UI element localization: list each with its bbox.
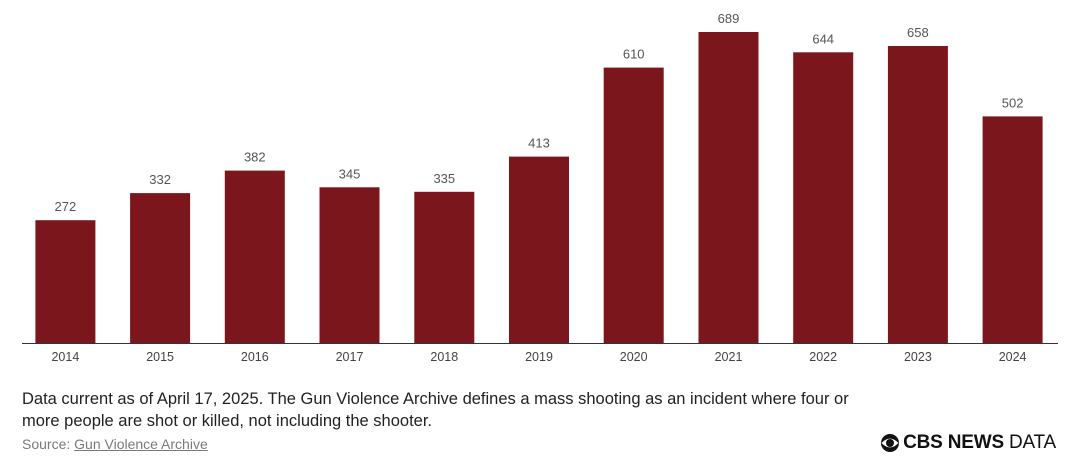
x-tick-label-2018: 2018 — [430, 350, 458, 364]
value-label-2022: 644 — [812, 31, 834, 46]
x-tick-label-2021: 2021 — [715, 350, 743, 364]
value-label-2023: 658 — [907, 25, 929, 40]
bar-2024 — [982, 116, 1043, 344]
x-tick-label-2019: 2019 — [525, 350, 553, 364]
bar-2020 — [603, 67, 664, 343]
value-label-2016: 382 — [244, 150, 266, 165]
cbs-news-data-logo: CBS NEWS DATA — [880, 432, 1056, 454]
bar-2021 — [698, 32, 759, 343]
x-tick-label-2016: 2016 — [241, 350, 269, 364]
cbs-eye-icon — [881, 434, 900, 452]
bar-2015 — [130, 193, 191, 343]
bar-2014 — [35, 220, 96, 343]
x-tick-label-2023: 2023 — [904, 350, 932, 364]
x-tick-label-2024: 2024 — [999, 350, 1027, 364]
x-tick-label-2020: 2020 — [620, 350, 648, 364]
x-tick-label-2014: 2014 — [51, 350, 79, 364]
x-tick-label-2017: 2017 — [336, 350, 364, 364]
bar-2017 — [319, 187, 380, 343]
value-label-2019: 413 — [528, 136, 550, 151]
bar-2016 — [224, 170, 285, 343]
bar-2023 — [887, 46, 948, 343]
x-tick-labels-group: 2014 2015 2016 2017 2018 2019 2020 2021 2022 2023… — [51, 350, 1026, 364]
logo-suffix: DATA — [1008, 432, 1056, 453]
source-link[interactable]: Gun Violence Archive — [74, 436, 208, 452]
value-label-2015: 332 — [149, 172, 171, 187]
bars-group — [35, 32, 1043, 344]
footnote: Data current as of April 17, 2025. The G… — [22, 390, 849, 430]
bar-2019 — [509, 156, 569, 343]
value-label-2021: 689 — [718, 11, 740, 26]
value-labels-group: 272 332 382 345 335 413 610 689 644 658 502 — [55, 11, 1024, 214]
value-label-2024: 502 — [1002, 95, 1024, 110]
source-prefix: Source: — [22, 436, 75, 452]
bar-2018 — [414, 191, 475, 343]
logo-brand: CBS NEWS — [903, 432, 1004, 453]
x-tick-label-2022: 2022 — [809, 350, 837, 364]
x-tick-label-2015: 2015 — [146, 350, 174, 364]
value-label-2017: 345 — [339, 166, 361, 181]
value-label-2014: 272 — [55, 199, 77, 214]
value-label-2020: 610 — [623, 47, 645, 62]
source-line: Source: Gun Violence Archive — [22, 436, 208, 452]
bar-2022 — [793, 52, 854, 344]
value-label-2018: 335 — [433, 171, 455, 186]
